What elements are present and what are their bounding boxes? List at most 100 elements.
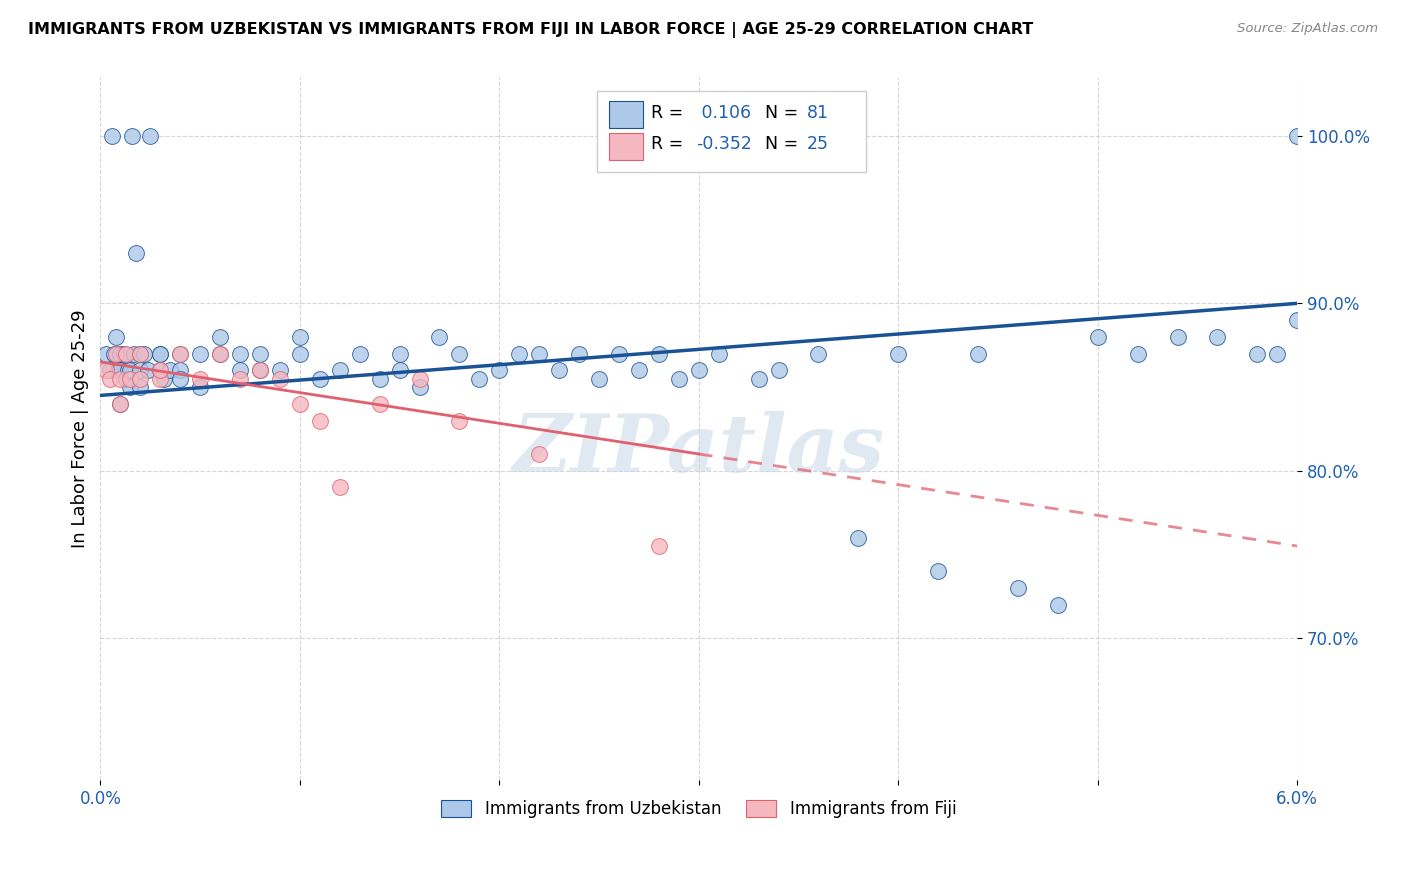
Point	[568, 346, 591, 360]
Point	[134, 346, 156, 360]
Point	[188, 346, 211, 360]
Point	[408, 372, 430, 386]
Text: R =: R =	[651, 136, 689, 153]
Point	[129, 372, 152, 386]
Point	[1087, 330, 1109, 344]
Point	[120, 380, 142, 394]
Point	[208, 330, 231, 344]
Point	[129, 380, 152, 394]
Point	[115, 346, 138, 360]
Point	[139, 128, 162, 143]
Point	[648, 539, 671, 553]
Point	[408, 380, 430, 394]
Text: 0.106: 0.106	[696, 103, 751, 121]
Point	[388, 346, 411, 360]
Point	[429, 330, 451, 344]
Point	[368, 397, 391, 411]
Point	[607, 346, 630, 360]
Text: IMMIGRANTS FROM UZBEKISTAN VS IMMIGRANTS FROM FIJI IN LABOR FORCE | AGE 25-29 CO: IMMIGRANTS FROM UZBEKISTAN VS IMMIGRANTS…	[28, 22, 1033, 38]
Point	[149, 346, 172, 360]
Point	[349, 346, 371, 360]
Point	[887, 346, 910, 360]
Point	[449, 413, 471, 427]
Point	[329, 480, 352, 494]
Point	[115, 372, 138, 386]
Text: N =: N =	[765, 136, 803, 153]
Point	[188, 380, 211, 394]
Point	[169, 346, 191, 360]
Text: ZIPatlas: ZIPatlas	[513, 411, 884, 489]
Text: R =: R =	[651, 103, 689, 121]
Point	[449, 346, 471, 360]
Point	[110, 397, 132, 411]
Point	[548, 363, 571, 377]
Point	[768, 363, 790, 377]
Point	[707, 346, 730, 360]
Point	[149, 363, 172, 377]
Point	[169, 372, 191, 386]
Point	[153, 372, 176, 386]
Point	[846, 531, 869, 545]
Point	[98, 372, 121, 386]
Point	[967, 346, 990, 360]
Point	[169, 346, 191, 360]
FancyBboxPatch shape	[609, 133, 643, 160]
Point	[1046, 598, 1069, 612]
Point	[169, 363, 191, 377]
Point	[488, 363, 510, 377]
Point	[1265, 346, 1288, 360]
Point	[249, 363, 271, 377]
Point	[368, 372, 391, 386]
Point	[125, 246, 148, 260]
Point	[229, 346, 252, 360]
Point	[149, 372, 172, 386]
Text: 81: 81	[807, 103, 828, 121]
Point	[748, 372, 770, 386]
Point	[1286, 128, 1309, 143]
Point	[229, 363, 252, 377]
Point	[129, 346, 152, 360]
Point	[110, 372, 132, 386]
Point	[249, 363, 271, 377]
Point	[110, 346, 132, 360]
Legend: Immigrants from Uzbekistan, Immigrants from Fiji: Immigrants from Uzbekistan, Immigrants f…	[434, 793, 963, 825]
Point	[249, 346, 271, 360]
Point	[468, 372, 491, 386]
Point	[122, 346, 145, 360]
Point	[208, 346, 231, 360]
Point	[288, 397, 311, 411]
Point	[627, 363, 650, 377]
Point	[110, 363, 132, 377]
Text: 25: 25	[807, 136, 828, 153]
Point	[807, 346, 830, 360]
Point	[508, 346, 530, 360]
Point	[648, 346, 671, 360]
Text: N =: N =	[765, 103, 803, 121]
Text: Source: ZipAtlas.com: Source: ZipAtlas.com	[1237, 22, 1378, 36]
Point	[668, 372, 690, 386]
Point	[159, 363, 181, 377]
Point	[308, 372, 330, 386]
Point	[1286, 313, 1309, 327]
Point	[188, 372, 211, 386]
Point	[1126, 346, 1149, 360]
FancyBboxPatch shape	[609, 102, 643, 128]
Point	[588, 372, 610, 386]
Point	[269, 363, 291, 377]
Point	[149, 346, 172, 360]
Point	[121, 128, 143, 143]
Point	[136, 363, 159, 377]
Point	[105, 330, 128, 344]
Y-axis label: In Labor Force | Age 25-29: In Labor Force | Age 25-29	[72, 310, 89, 549]
Point	[98, 363, 121, 377]
Point	[129, 346, 152, 360]
Point	[208, 346, 231, 360]
Point	[96, 346, 118, 360]
Point	[1206, 330, 1229, 344]
Point	[112, 346, 135, 360]
Point	[129, 363, 152, 377]
Text: -0.352: -0.352	[696, 136, 752, 153]
Point	[329, 363, 352, 377]
Point	[103, 346, 125, 360]
FancyBboxPatch shape	[598, 92, 866, 172]
